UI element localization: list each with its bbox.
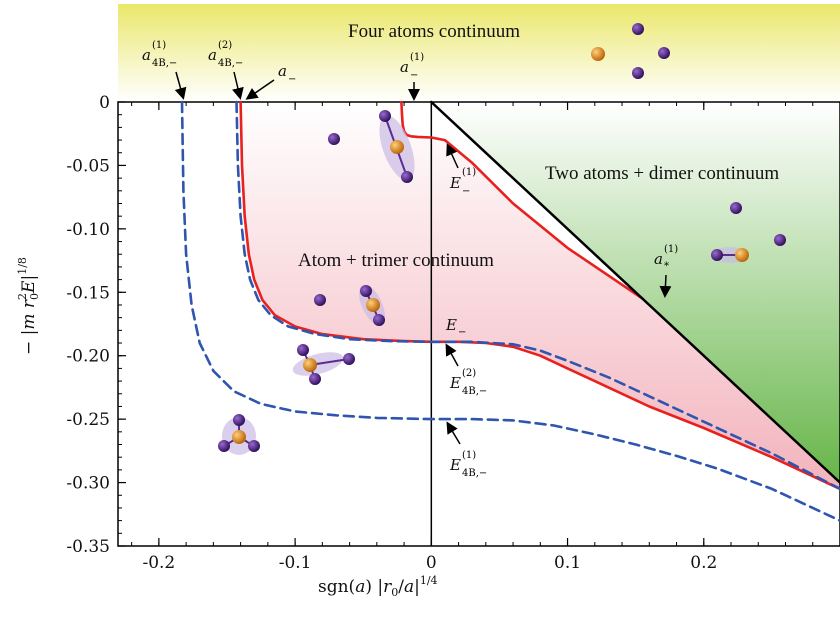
svg-text:4B,−: 4B,−: [152, 58, 177, 69]
molecule-trimer-mid: [314, 284, 385, 326]
plot-frame: [117, 101, 840, 547]
svg-text:−: −: [410, 70, 418, 81]
series-layer: [180, 100, 840, 522]
series-3-solid: [400, 100, 644, 300]
annotation-a4b-2: a (2) 4B,−: [208, 40, 244, 100]
annotation-a-minus: a −: [245, 62, 296, 100]
svg-text:4B,−: 4B,−: [462, 468, 487, 479]
svg-text:E: E: [449, 456, 461, 474]
series-1-dashed: [235, 100, 840, 491]
y-tick-label: -0.05: [66, 156, 110, 176]
series-4-solid: [430, 100, 840, 484]
y-tick-label: -0.35: [66, 537, 110, 557]
x-tick-label: -0.1: [279, 553, 312, 573]
annotation-e4b-1: E (1) 4B,−: [446, 421, 487, 479]
x-tick-label: 0: [426, 553, 437, 573]
svg-text:E: E: [449, 374, 461, 392]
molecule-tetramer-bent: [292, 344, 355, 385]
region-label-right: Two atoms + dimer continuum: [545, 163, 779, 184]
svg-text:(1): (1): [152, 40, 166, 51]
svg-text:−: −: [462, 186, 470, 197]
tick-labels: -0.2 -0.1 0 0.1 0.20-0.05-0.10-0.15-0.20-0.2…: [66, 93, 717, 573]
annotation-e-minus-1: E (1) −: [446, 143, 476, 197]
svg-text:a: a: [278, 62, 287, 80]
svg-text:E: E: [445, 316, 457, 334]
svg-text:(2): (2): [218, 40, 232, 51]
svg-text:(1): (1): [462, 167, 476, 178]
region-label-top: Four atoms continuum: [348, 21, 520, 42]
y-tick-label: -0.10: [66, 220, 110, 240]
svg-text:E: E: [449, 174, 461, 192]
svg-text:a: a: [400, 58, 409, 76]
y-tick-label: -0.20: [66, 347, 110, 367]
annotation-e-minus: E −: [445, 316, 466, 338]
x-tick-label: 0.2: [690, 553, 717, 573]
svg-text:a: a: [142, 46, 151, 64]
y-tick-label: -0.15: [66, 283, 110, 303]
region-label-middle: Atom + trimer continuum: [298, 250, 494, 271]
annotation-a-star-1: a (1) *: [654, 244, 678, 298]
x-axis-title: sgn(a) |r0/a|1/4: [318, 574, 438, 599]
x-tick-label: -0.2: [142, 553, 175, 573]
four-atoms-region: [118, 4, 840, 102]
svg-text:4B,−: 4B,−: [462, 386, 487, 397]
svg-text:−: −: [458, 327, 466, 338]
y-tick-label: 0: [99, 93, 110, 113]
svg-text:(2): (2): [462, 368, 476, 379]
y-tick-label: -0.25: [66, 410, 110, 430]
svg-text:4B,−: 4B,−: [218, 58, 243, 69]
svg-text:a: a: [654, 250, 663, 268]
svg-text:(1): (1): [410, 52, 424, 63]
molecule-dimer-right: [711, 202, 786, 263]
molecule-trimer-upper: [328, 110, 415, 183]
svg-text:(1): (1): [664, 244, 678, 255]
svg-text:a: a: [208, 46, 217, 64]
annotation-e4b-2: E (2) 4B,−: [445, 343, 487, 397]
x-tick-label: 0.1: [554, 553, 581, 573]
y-tick-label: -0.30: [66, 474, 110, 494]
svg-text:*: *: [664, 261, 669, 272]
molecule-tetramer-star: [218, 414, 260, 455]
svg-text:(1): (1): [462, 450, 476, 461]
annotation-a-minus-1: a (1) −: [400, 52, 424, 101]
y-axis-title: − |m r20E|1/8: [16, 257, 41, 355]
svg-text:−: −: [288, 74, 296, 85]
annotations: a (1) 4B,− a (2) 4B,− a − a (1) − E (1) …: [142, 40, 678, 479]
atom-trimer-region: [240, 102, 840, 489]
series-2-dashed: [180, 100, 840, 522]
annotation-a4b-1: a (1) 4B,−: [142, 40, 187, 100]
molecule-four-atoms: [591, 23, 670, 79]
